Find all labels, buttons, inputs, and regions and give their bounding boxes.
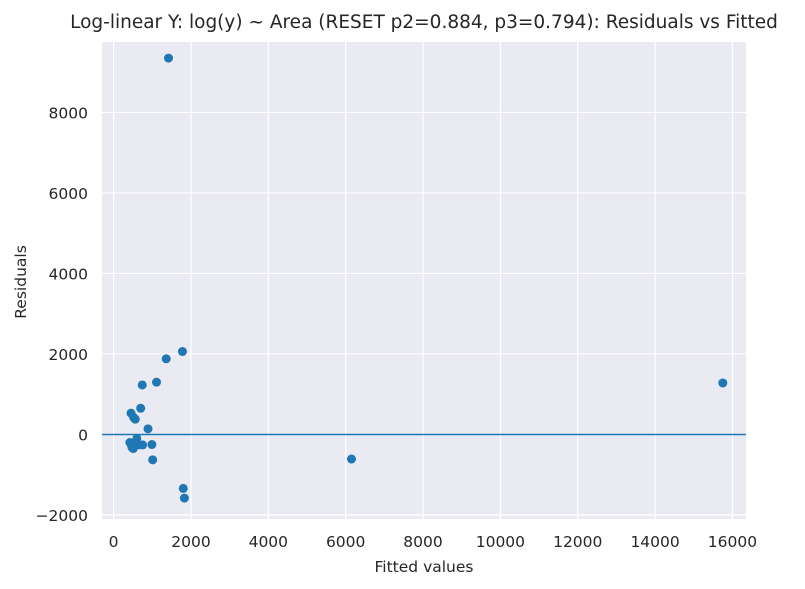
plot-background [102,42,746,519]
data-point [138,440,148,450]
data-point [127,443,137,453]
x-tick-label: 16000 [708,533,757,551]
y-tick-labels: −2000 0 2000 4000 6000 8000 [36,104,88,525]
data-point [179,493,189,503]
data-point [143,424,153,434]
y-tick-label: 6000 [49,185,88,203]
x-axis-label: Fitted values [375,558,474,576]
data-point [130,414,140,424]
y-tick-label: 0 [78,426,88,444]
y-tick-label: 2000 [49,346,88,364]
data-point [137,380,147,390]
data-point [718,378,728,388]
y-tick-label: 8000 [49,104,88,122]
chart-title: Log-linear Y: log(y) ~ Area (RESET p2=0.… [70,12,778,33]
scatter-points [125,53,728,503]
x-tick-labels: 0 2000 4000 6000 8000 10000 12000 14000 16000 [109,533,757,551]
y-tick-label: 4000 [49,265,88,283]
x-tick-label: 14000 [630,533,679,551]
data-point [136,403,146,413]
x-tick-label: 10000 [476,533,525,551]
data-point [177,347,187,357]
data-point [346,454,356,464]
data-point [147,440,157,450]
x-tick-label: 12000 [553,533,602,551]
data-point [178,483,188,493]
x-tick-label: 0 [109,533,119,551]
data-point [152,377,162,387]
y-tick-label: −2000 [36,507,88,525]
data-point [164,53,174,63]
x-tick-label: 8000 [403,533,442,551]
x-tick-label: 4000 [249,533,288,551]
y-axis-label: Residuals [12,245,30,319]
x-tick-label: 6000 [326,533,365,551]
data-point [161,354,171,364]
x-tick-label: 2000 [171,533,210,551]
data-point [148,455,158,465]
